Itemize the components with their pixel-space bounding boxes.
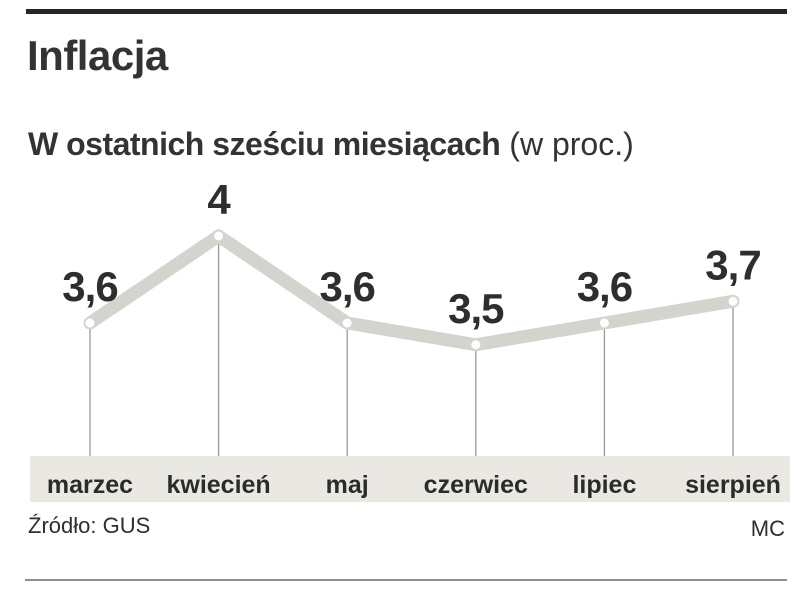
month-label: lipiec xyxy=(572,471,636,499)
inflation-line xyxy=(83,229,740,352)
top-rule xyxy=(26,9,787,14)
source-label: Źródło: GUS xyxy=(28,513,151,538)
month-label: czerwiec xyxy=(424,471,528,499)
data-point-marker xyxy=(471,340,481,350)
value-label: 3,6 xyxy=(320,263,375,310)
month-band xyxy=(30,456,790,502)
data-point-marker xyxy=(342,318,352,328)
credit-label: MC xyxy=(750,516,785,541)
value-label: 3,5 xyxy=(448,285,504,332)
value-label: 3,6 xyxy=(62,263,117,310)
month-label: kwiecień xyxy=(166,471,270,499)
data-point-marker xyxy=(599,318,609,328)
data-point-marker xyxy=(214,231,224,241)
subtitle-unit: (w proc.) xyxy=(509,126,634,162)
month-label: marzec xyxy=(47,471,133,499)
subtitle-main: W ostatnich sześciu miesiącach xyxy=(28,126,501,162)
value-label: 3,6 xyxy=(577,263,632,310)
data-point-marker xyxy=(728,296,738,306)
month-label: maj xyxy=(326,471,369,499)
page-title: Inflacja xyxy=(27,32,168,79)
data-point-marker xyxy=(85,318,95,328)
chart-subtitle: W ostatnich sześciu miesiącach (w proc.) xyxy=(28,126,634,163)
bottom-rule xyxy=(25,579,787,581)
month-label: sierpień xyxy=(685,471,781,499)
value-label: 4 xyxy=(207,176,231,223)
value-label: 3,7 xyxy=(705,241,760,288)
